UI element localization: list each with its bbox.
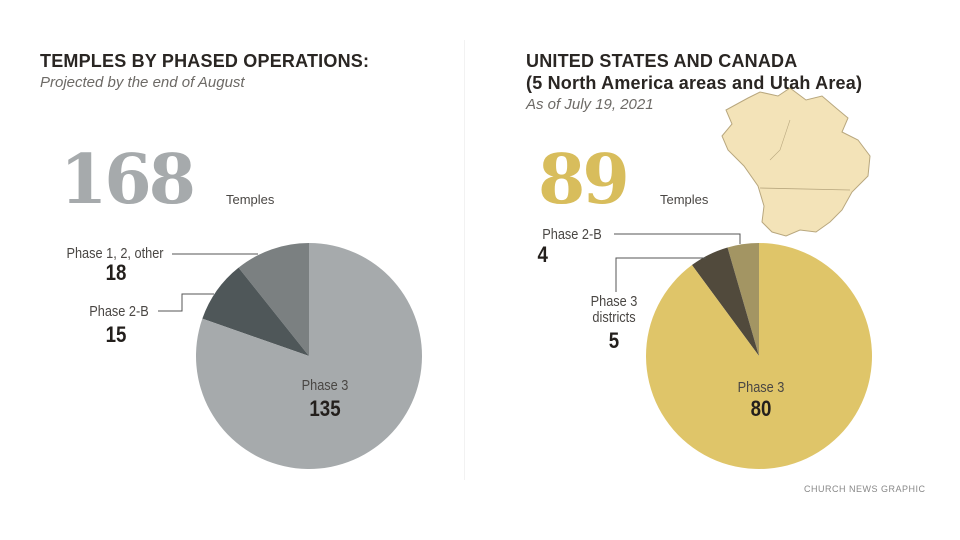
label-phase-3-right: Phase 3 [737, 379, 785, 396]
value-phase-2b: 15 [105, 322, 127, 347]
label-phase-3-districts-1: Phase 3 [590, 293, 638, 310]
pie-slice-phase-3 [646, 243, 872, 469]
north-america-map-icon [721, 87, 871, 237]
left-total-unit: Temples [226, 192, 275, 207]
left-total: 168 [60, 140, 196, 220]
value-phase-3-districts: 5 [608, 328, 620, 353]
pie-slice-phase-2-b [727, 243, 759, 356]
left-chart-subtitle: Projected by the end of August [40, 74, 245, 91]
leader-line [614, 233, 741, 244]
label-phase-2b-right: Phase 2-B [542, 226, 602, 243]
pie-slice-phase-2-b [202, 267, 309, 356]
leader-line [615, 257, 706, 292]
value-phase-2b-right: 4 [537, 242, 548, 267]
right-chart-title-2: (5 North America areas and Utah Area) [526, 73, 863, 93]
value-phase-3-right: 80 [750, 396, 772, 421]
pie-slice-phase-3-districts [691, 247, 759, 356]
pie-slice-phase-3 [196, 243, 422, 469]
credit: CHURCH NEWS GRAPHIC [804, 484, 926, 494]
pie-slice-phase-1-2-other [238, 243, 309, 356]
value-phase-3: 135 [309, 396, 341, 421]
label-phase-3: Phase 3 [301, 377, 349, 394]
divider [464, 40, 465, 480]
label-phase-3-districts-2: districts [592, 309, 636, 326]
label-phase-2b: Phase 2-B [89, 303, 149, 320]
right-chart-title: UNITED STATES AND CANADA [526, 51, 798, 71]
right-total-unit: Temples [660, 192, 709, 207]
left-chart-title: TEMPLES BY PHASED OPERATIONS: [40, 51, 370, 71]
label-phase-1-2-other: Phase 1, 2, other [66, 245, 164, 262]
right-total: 89 [538, 140, 630, 220]
leader-line [158, 293, 214, 312]
value-phase-1-2-other: 18 [105, 260, 127, 285]
right-chart-subtitle: As of July 19, 2021 [526, 96, 654, 113]
